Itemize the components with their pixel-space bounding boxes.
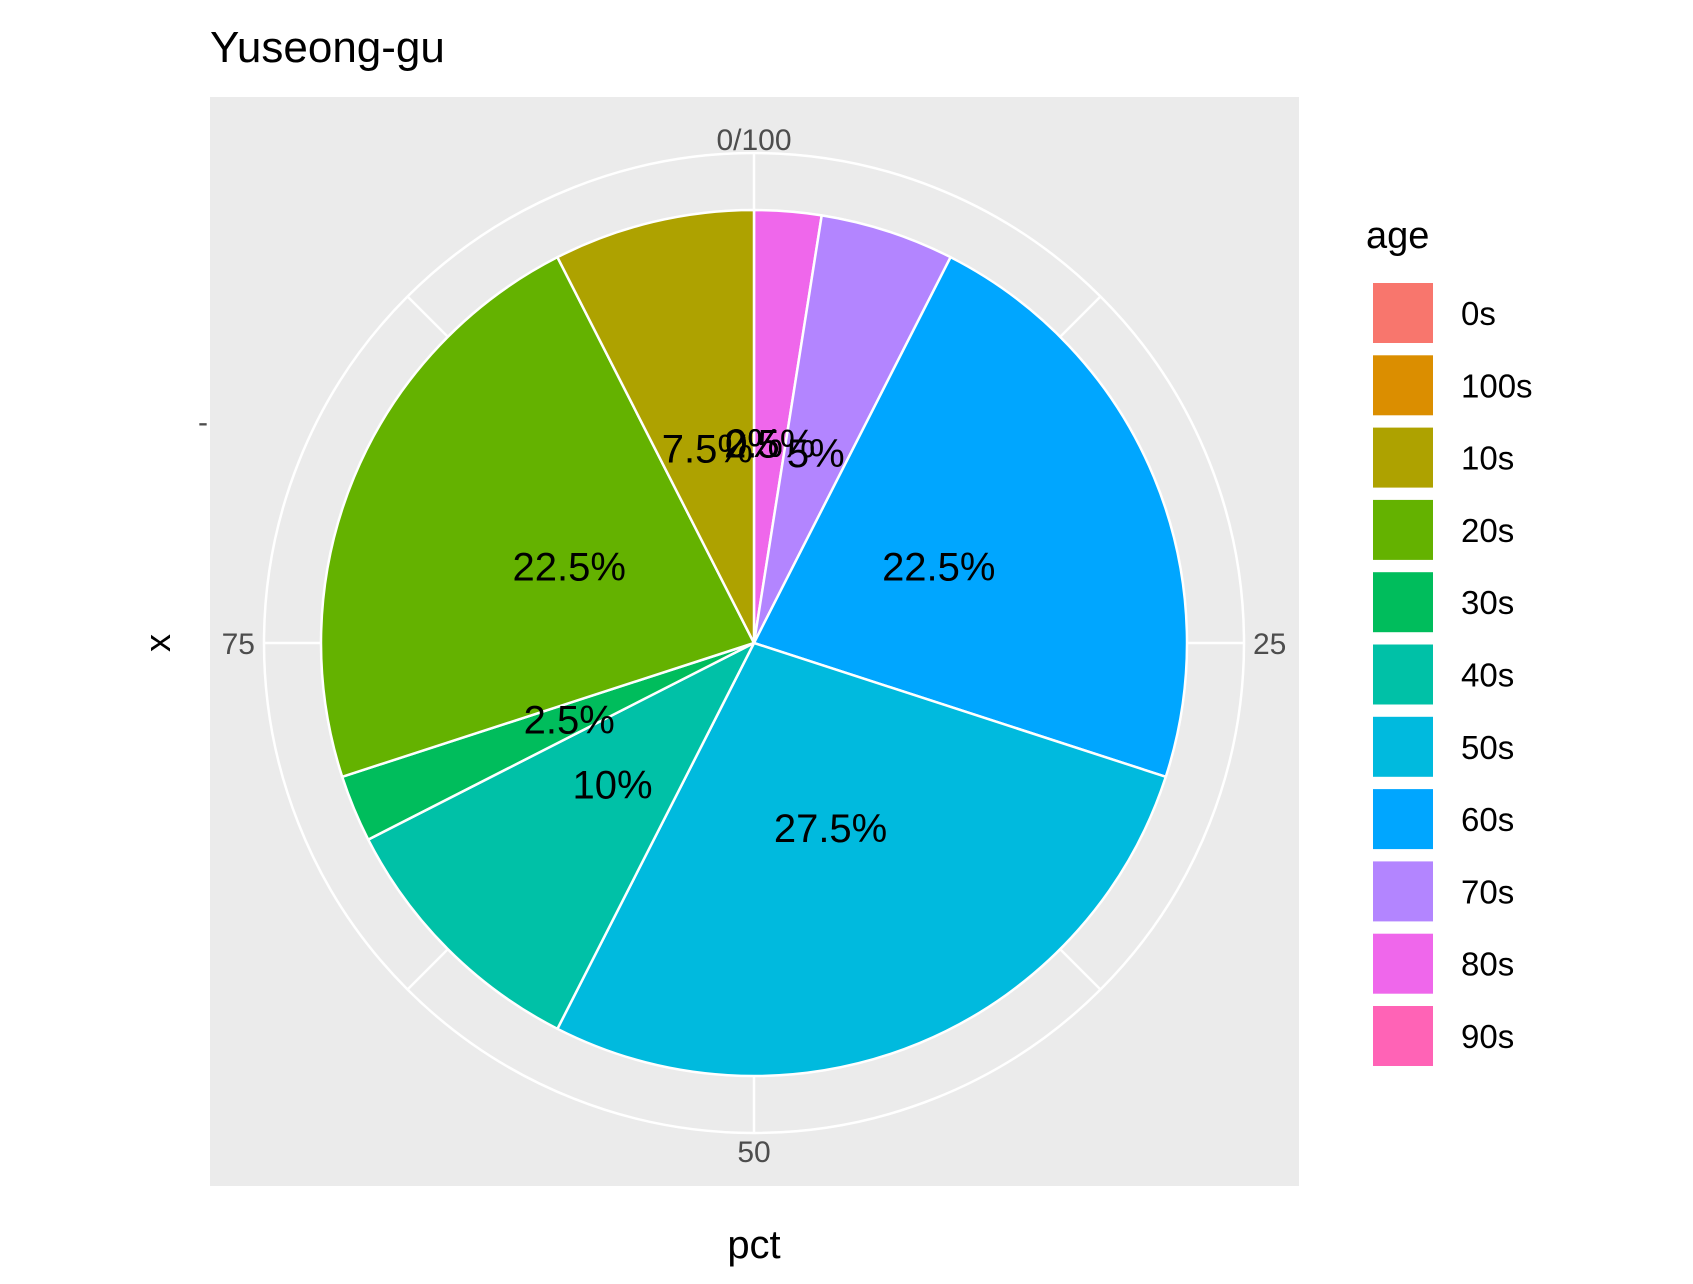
legend-key-60s	[1371, 787, 1435, 852]
angular-tick-labels: 0/100 25 50 75	[222, 124, 1287, 1169]
y-axis-label: x	[137, 634, 178, 652]
angular-tick-label: 50	[737, 1136, 770, 1169]
legend-key-90s	[1371, 1004, 1435, 1068]
legend-label-20s: 20s	[1461, 512, 1514, 549]
slice-label-20s: 22.5%	[513, 545, 626, 589]
legend-key-100s	[1371, 353, 1435, 418]
legend: 0s 100s 10s 20s 30s 40s 50s 60s 70s 80s 90s	[1371, 281, 1533, 1068]
angular-tick-label: 0/100	[716, 124, 791, 157]
legend-label-30s: 30s	[1461, 584, 1514, 621]
slice-label-40s: 10%	[573, 763, 653, 807]
legend-label-90s: 90s	[1461, 1018, 1514, 1055]
slice-label-50s: 27.5%	[774, 807, 887, 851]
legend-label-40s: 40s	[1461, 657, 1514, 694]
legend-key-80s	[1371, 931, 1435, 996]
legend-title: age	[1366, 215, 1429, 257]
legend-key-20s	[1371, 497, 1435, 562]
slice-label-70s: 5%	[787, 432, 845, 476]
pie-slice-50s	[556, 641, 1168, 1078]
pie-slice-10s	[556, 208, 756, 645]
slice-label-30s: 2.5%	[524, 699, 615, 743]
x-axis-label: pct	[727, 1223, 780, 1267]
legend-label-100s: 100s	[1461, 367, 1533, 404]
slice-label-0s: 0%	[725, 422, 783, 466]
pie-slices	[319, 208, 1189, 1078]
pie-slice-40s	[366, 641, 756, 1031]
legend-label-50s: 50s	[1461, 729, 1514, 766]
angular-tick-label: 75	[222, 628, 255, 661]
y-tick-label: -	[198, 406, 208, 439]
legend-label-80s: 80s	[1461, 946, 1514, 983]
pie-slice-20s	[319, 255, 756, 779]
legend-key-0s	[1371, 281, 1435, 345]
slice-label-60s: 22.5%	[882, 545, 995, 589]
chart-title: Yuseong-gu	[210, 23, 445, 72]
slice-label-90s: 0%	[725, 422, 783, 466]
legend-label-10s: 10s	[1461, 440, 1514, 477]
legend-label-70s: 70s	[1461, 873, 1514, 910]
legend-label-60s: 60s	[1461, 801, 1514, 838]
slice-label-80s: 2.5%	[724, 423, 815, 467]
legend-key-70s	[1371, 859, 1435, 924]
legend-key-30s	[1371, 570, 1435, 635]
slice-label-10s: 7.5%	[662, 428, 753, 472]
pie-slice-60s	[752, 255, 1189, 779]
legend-key-40s	[1371, 642, 1435, 707]
legend-key-50s	[1371, 714, 1435, 779]
angular-tick-label: 25	[1253, 628, 1286, 661]
slice-label-100s: 0%	[725, 422, 783, 466]
slice-labels: 0%2.5%5%22.5%27.5%10%2.5%22.5%7.5%0%0%	[513, 422, 996, 851]
legend-key-10s	[1371, 425, 1435, 490]
legend-label-0s: 0s	[1461, 295, 1496, 332]
